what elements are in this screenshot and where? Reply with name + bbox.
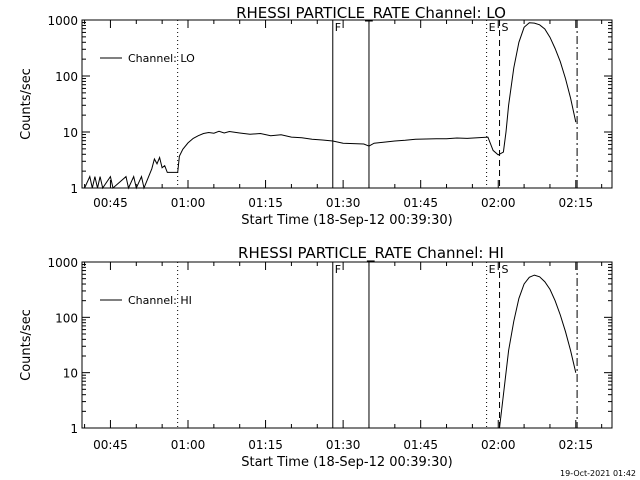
chart-title: RHESSI PARTICLE_RATE Channel: HI: [238, 244, 504, 263]
series-line: [84, 22, 577, 190]
chart-title: RHESSI PARTICLE_RATE Channel: LO: [236, 4, 506, 23]
x-tick-label: 02:15: [559, 438, 594, 452]
x-axis-label: Start Time (18-Sep-12 00:39:30): [241, 213, 452, 228]
event-marker-label: E: [489, 263, 496, 276]
plot-frame: [81, 261, 613, 429]
y-tick-label: 1000: [47, 256, 78, 270]
x-tick-label: 01:30: [326, 196, 361, 210]
plot-frame: [81, 19, 613, 189]
generation-timestamp: 19-Oct-2021 01:42: [560, 469, 636, 478]
x-tick-label: 01:45: [403, 438, 438, 452]
y-tick-label: 10: [63, 126, 78, 140]
legend-label: Channel: LO: [128, 52, 195, 65]
x-tick-label: 02:00: [481, 196, 516, 210]
y-tick-label: 10: [63, 367, 78, 381]
x-tick-label: 00:45: [93, 196, 128, 210]
y-axis-label: Counts/sec: [19, 309, 34, 381]
event-marker-label: F: [335, 21, 341, 34]
y-tick-label: 1: [70, 182, 78, 196]
y-axis-label: Counts/sec: [19, 68, 34, 140]
x-tick-label: 01:15: [248, 196, 283, 210]
y-tick-label: 100: [55, 311, 78, 325]
x-axis-label: Start Time (18-Sep-12 00:39:30): [241, 455, 452, 470]
y-tick-label: 100: [55, 70, 78, 84]
x-tick-label: 01:45: [403, 196, 438, 210]
x-tick-label: 01:00: [171, 196, 206, 210]
y-tick-label: 1: [70, 422, 78, 436]
series-line: [499, 274, 577, 429]
x-tick-label: 02:15: [559, 196, 594, 210]
x-tick-label: 01:15: [248, 438, 283, 452]
x-tick-label: 01:30: [326, 438, 361, 452]
event-marker-label: E: [489, 21, 496, 34]
x-tick-label: 01:00: [171, 438, 206, 452]
legend-label: Channel: HI: [128, 294, 192, 307]
event-marker-label: S: [502, 21, 509, 34]
y-tick-label: 1000: [47, 14, 78, 28]
x-tick-label: 02:00: [481, 438, 516, 452]
event-marker-label: F: [335, 263, 341, 276]
event-marker-label: S: [502, 263, 509, 276]
x-tick-label: 00:45: [93, 438, 128, 452]
